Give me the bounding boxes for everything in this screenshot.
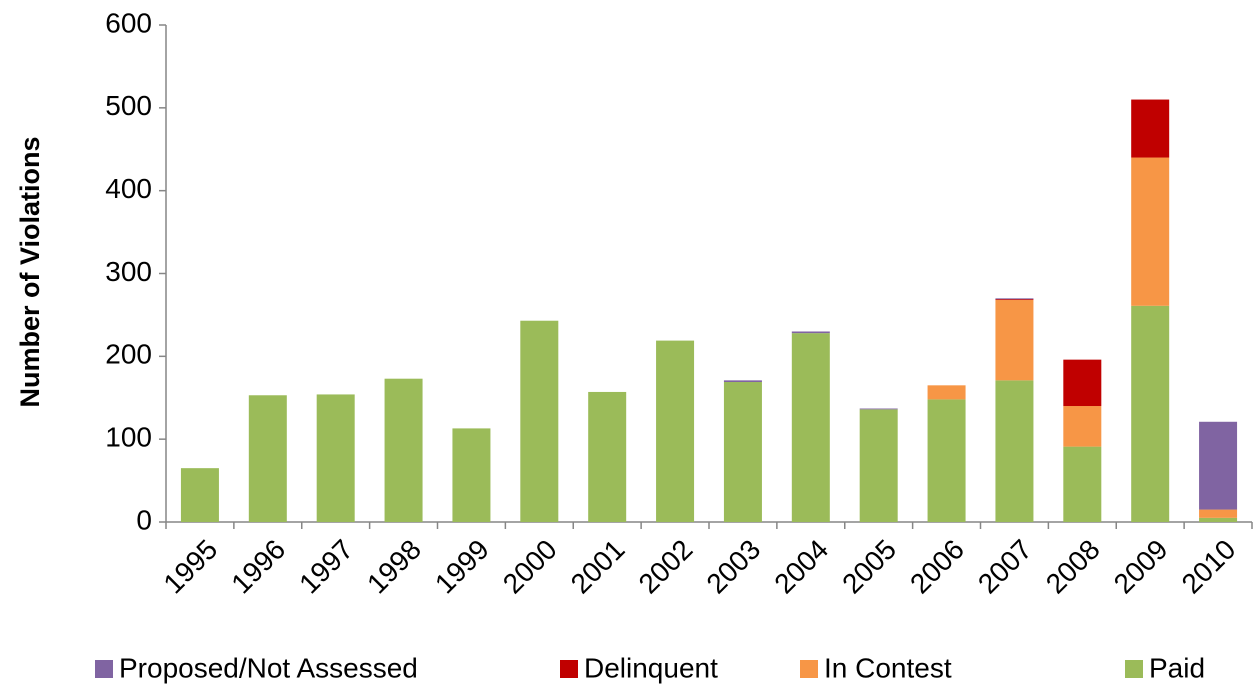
bar-segment (316, 394, 355, 522)
x-tick-label: 2004 (768, 534, 834, 600)
bar-segment (1063, 359, 1102, 407)
bar-segment (1131, 305, 1170, 522)
bar-segment (1063, 406, 1102, 447)
x-tick-label: 2005 (836, 534, 902, 600)
bar-segment (723, 382, 762, 522)
x-tick-label: 1997 (293, 534, 359, 600)
y-tick-label: 300 (105, 256, 152, 287)
bar-segment (1131, 157, 1170, 306)
bar-segment (180, 468, 219, 522)
bar-segment (656, 340, 695, 522)
x-tick-label: 2001 (565, 534, 631, 600)
bar-segment (588, 391, 627, 522)
x-tick-label: 1999 (429, 534, 495, 600)
bar-segment (791, 333, 830, 522)
bar-segment (520, 320, 559, 522)
x-tick-label: 1998 (361, 534, 427, 600)
legend-swatch (95, 660, 113, 678)
x-tick-label: 2009 (1108, 534, 1174, 600)
y-tick-label: 0 (136, 504, 152, 535)
x-tick-label: 1995 (157, 534, 223, 600)
bar-segment (723, 380, 762, 383)
legend-label: In Contest (824, 652, 952, 683)
x-tick-label: 2003 (700, 534, 766, 600)
x-tick-label: 2007 (972, 534, 1038, 600)
bar-segment (248, 395, 287, 522)
bar-segment (859, 409, 898, 522)
bar-segment (995, 299, 1034, 301)
y-tick-label: 600 (105, 7, 152, 38)
bar-segment (1199, 509, 1238, 518)
bar-segment (927, 399, 966, 522)
bar-segment (1131, 99, 1170, 158)
bar-segment (995, 298, 1034, 300)
x-tick-label: 2010 (1176, 534, 1242, 600)
x-tick-label: 2000 (497, 534, 563, 600)
x-tick-label: 2002 (633, 534, 699, 600)
bar-segment (859, 408, 898, 410)
y-tick-label: 500 (105, 90, 152, 121)
bar-segment (452, 428, 491, 522)
legend-label: Proposed/Not Assessed (119, 652, 418, 683)
bar-segment (1199, 517, 1238, 522)
bar-segment (995, 380, 1034, 522)
bar-segment (995, 300, 1034, 381)
legend-swatch (1125, 660, 1143, 678)
bar-segment (1063, 446, 1102, 522)
y-tick-label: 400 (105, 173, 152, 204)
x-tick-label: 2008 (1040, 534, 1106, 600)
legend-label: Paid (1149, 652, 1205, 683)
legend-swatch (560, 660, 578, 678)
bar-segment (1199, 421, 1238, 510)
legend-label: Delinquent (584, 652, 718, 683)
y-tick-label: 200 (105, 339, 152, 370)
y-tick-label: 100 (105, 422, 152, 453)
bar-segment (791, 331, 830, 334)
x-tick-label: 1996 (225, 534, 291, 600)
x-tick-label: 2006 (904, 534, 970, 600)
legend-swatch (800, 660, 818, 678)
y-axis-title: Number of Violations (15, 136, 45, 407)
bar-segment (384, 378, 423, 522)
bar-segment (927, 385, 966, 400)
